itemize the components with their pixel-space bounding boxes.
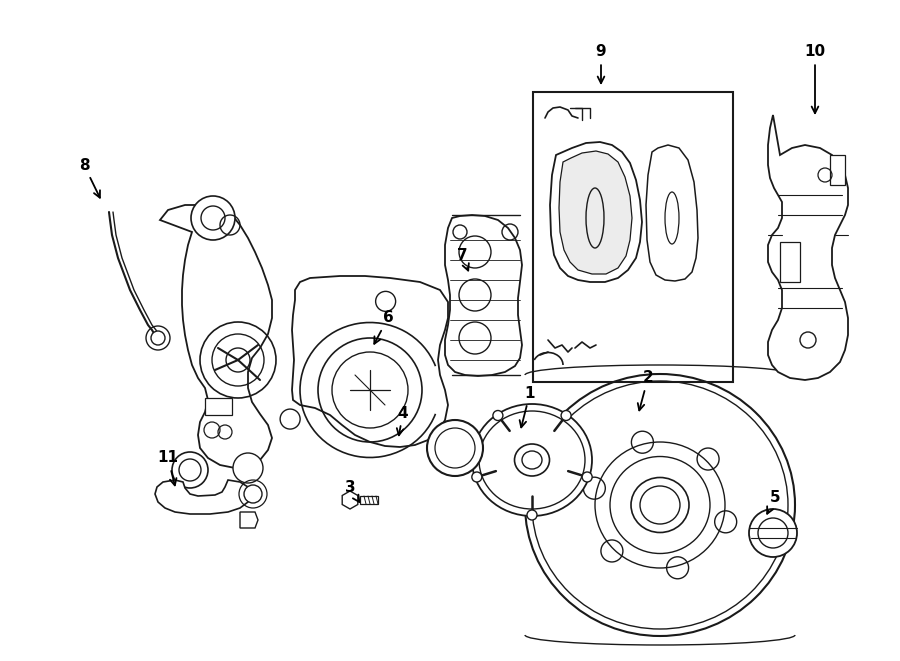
Polygon shape (646, 145, 698, 281)
Polygon shape (160, 205, 272, 468)
Ellipse shape (472, 404, 592, 516)
Circle shape (191, 196, 235, 240)
Ellipse shape (525, 374, 795, 636)
Text: 6: 6 (374, 311, 393, 344)
Text: 10: 10 (805, 44, 825, 113)
Circle shape (561, 410, 572, 420)
Bar (533, 92, 733, 382)
Bar (830, 155, 845, 185)
Circle shape (244, 485, 262, 503)
Text: 2: 2 (638, 371, 653, 410)
Polygon shape (292, 276, 448, 447)
Polygon shape (559, 151, 632, 274)
Circle shape (472, 472, 482, 482)
Polygon shape (342, 491, 358, 509)
Circle shape (527, 510, 537, 520)
Text: 8: 8 (78, 157, 100, 198)
Circle shape (233, 453, 263, 483)
Circle shape (582, 472, 592, 482)
Text: 11: 11 (158, 451, 178, 485)
Polygon shape (445, 215, 522, 376)
Text: 1: 1 (519, 385, 536, 428)
Text: 3: 3 (345, 481, 359, 502)
Polygon shape (550, 142, 642, 282)
Text: 4: 4 (397, 405, 409, 436)
Text: 9: 9 (596, 44, 607, 83)
Circle shape (493, 410, 503, 420)
Polygon shape (768, 115, 848, 380)
Circle shape (172, 452, 208, 488)
Text: 7: 7 (456, 247, 469, 270)
Text: 5: 5 (767, 490, 780, 514)
Circle shape (749, 509, 797, 557)
Polygon shape (205, 398, 232, 415)
Polygon shape (240, 512, 258, 528)
Polygon shape (155, 480, 250, 514)
Circle shape (151, 331, 165, 345)
Bar (780, 242, 800, 282)
Circle shape (427, 420, 483, 476)
Bar (360, 496, 378, 504)
